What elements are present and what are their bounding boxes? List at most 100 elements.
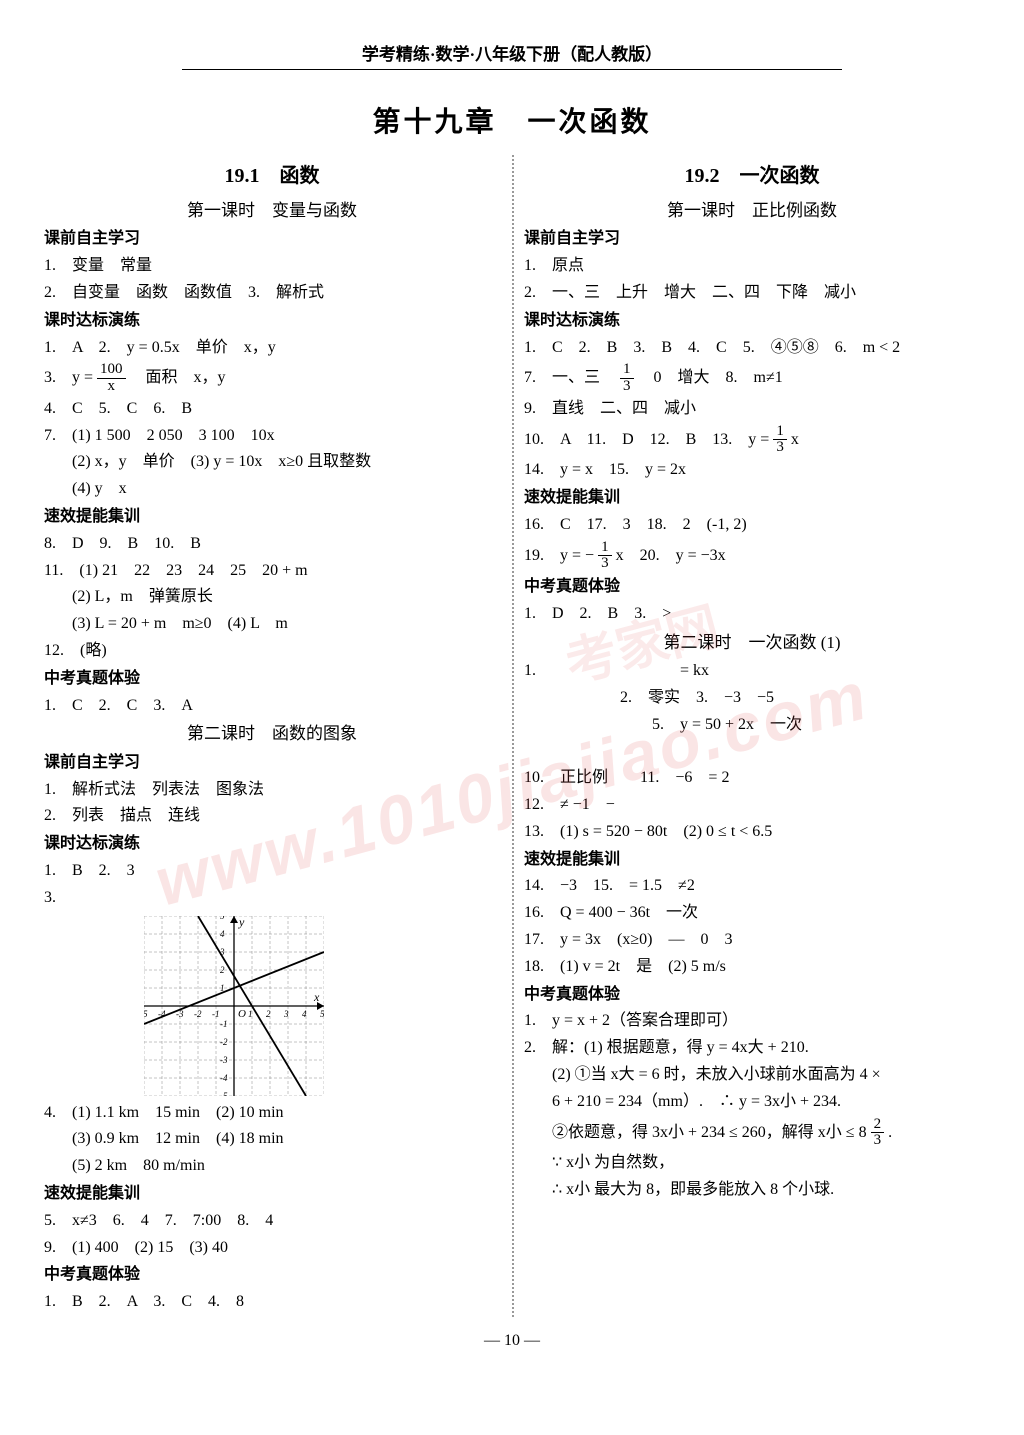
block-header: 中考真题体验 (524, 575, 980, 600)
section-title: 19.2 一次函数 (524, 161, 980, 192)
lesson-title: 第二课时 一次函数 (1) (524, 630, 980, 656)
svg-text:-5: -5 (220, 1091, 228, 1096)
text: . (888, 1123, 892, 1140)
answer-line: 3. (44, 886, 500, 911)
left-column: 19.1 函数 第一课时 变量与函数 课前自主学习 1. 变量 常量 2. 自变… (32, 155, 512, 1317)
answer-line: 16. Q = 400 − 36t 一次 (524, 901, 980, 926)
denominator: 3 (620, 379, 634, 395)
answer-line: 12. (略) (44, 639, 500, 664)
svg-text:-1: -1 (220, 1019, 228, 1029)
coordinate-chart: -5-5-4-4-3-3-2-2-1-11122334455Oxy (144, 916, 324, 1096)
numerator: 1 (598, 540, 612, 557)
page-number: — 10 — (0, 1332, 1024, 1350)
denominator: 3 (773, 440, 787, 456)
answer-line: 2. 列表 描点 连线 (44, 804, 500, 829)
block-header: 中考真题体验 (524, 983, 980, 1008)
answer-line: 16. C 17. 3 18. 2 (-1, 2) (524, 513, 980, 538)
answer-line: 2. 零实 3. −3 −5 (524, 686, 980, 711)
answer-line: 17. y = 3x (x≥0) — 0 3 (524, 928, 980, 953)
text: 面积 x，y (130, 369, 226, 386)
block-header: 中考真题体验 (44, 667, 500, 692)
answer-line: (2) x，y 单价 (3) y = 10x x≥0 且取整数 (44, 450, 500, 475)
answer-line: 7. 一、三 13 0 增大 8. m≠1 (524, 362, 980, 395)
svg-text:5: 5 (220, 916, 225, 921)
block-header: 速效提能集训 (44, 505, 500, 530)
fraction: 13 (598, 540, 612, 573)
fraction: 13 (620, 362, 634, 395)
answer-line: (5) 2 km 80 m/min (44, 1154, 500, 1179)
svg-text:2: 2 (220, 965, 225, 975)
lesson-title: 第二课时 函数的图象 (44, 721, 500, 747)
chapter-title: 第十九章 一次函数 (0, 100, 1024, 140)
answer-line: 14. y = x 15. y = 2x (524, 458, 980, 483)
block-header: 课时达标演练 (44, 309, 500, 334)
fraction: 23 (871, 1117, 885, 1150)
answer-line: (4) y x (44, 477, 500, 502)
answer-line (524, 739, 980, 764)
answer-line: 1. B 2. 3 (44, 859, 500, 884)
column-divider (512, 155, 514, 1317)
svg-text:-5: -5 (144, 1009, 148, 1019)
answer-line: 1. 变量 常量 (44, 254, 500, 279)
lesson-title: 第一课时 变量与函数 (44, 198, 500, 224)
answer-line: ∴ x小 最大为 8，即最多能放入 8 个小球. (524, 1178, 980, 1203)
answer-line: 4. (1) 1.1 km 15 min (2) 10 min (44, 1101, 500, 1126)
answer-line: 9. (1) 400 (2) 15 (3) 40 (44, 1236, 500, 1261)
block-header: 课时达标演练 (524, 309, 980, 334)
numerator: 1 (773, 424, 787, 441)
answer-line: 5. x≠3 6. 4 7. 7:00 8. 4 (44, 1209, 500, 1234)
answer-line: 1. y = x + 2（答案合理即可） (524, 1009, 980, 1034)
block-header: 课时达标演练 (44, 832, 500, 857)
svg-text:5: 5 (320, 1009, 324, 1019)
answer-line: 2. 一、三 上升 增大 二、四 下降 减小 (524, 281, 980, 306)
svg-text:1: 1 (248, 1009, 253, 1019)
block-header: 课前自主学习 (44, 227, 500, 252)
answer-line: 10. 正比例 11. −6 = 2 (524, 766, 980, 791)
fraction: 100x (97, 362, 126, 395)
answer-line: 18. (1) v = 2t 是 (2) 5 m/s (524, 955, 980, 980)
answer-line: 1. C 2. C 3. A (44, 694, 500, 719)
page-header: 学考精练·数学·八年级下册（配人教版） (182, 0, 842, 70)
block-header: 课前自主学习 (44, 751, 500, 776)
svg-text:y: y (238, 916, 245, 929)
block-header: 中考真题体验 (44, 1263, 500, 1288)
answer-line: 4. C 5. C 6. B (44, 397, 500, 422)
answer-line: (3) 0.9 km 12 min (4) 18 min (44, 1127, 500, 1152)
answer-line: 9. 直线 二、四 减小 (524, 397, 980, 422)
text: 3. y = (44, 369, 93, 386)
answer-line: 1. A 2. y = 0.5x 单价 x，y (44, 336, 500, 361)
text: x 20. y = −3x (616, 546, 726, 563)
denominator: 3 (871, 1133, 885, 1149)
svg-text:O: O (238, 1008, 246, 1020)
text: 0 增大 8. m≠1 (638, 369, 783, 386)
content-columns: 19.1 函数 第一课时 变量与函数 课前自主学习 1. 变量 常量 2. 自变… (32, 155, 992, 1317)
answer-line: 7. (1) 1 500 2 050 3 100 10x (44, 424, 500, 449)
text: 10. A 11. D 12. B 13. y = (524, 431, 769, 448)
answer-line: 2. 自变量 函数 函数值 3. 解析式 (44, 281, 500, 306)
answer-line: 10. A 11. D 12. B 13. y = 13 x (524, 424, 980, 457)
answer-line: 14. −3 15. = 1.5 ≠2 (524, 874, 980, 899)
answer-line: 5. y = 50 + 2x 一次 (524, 713, 980, 738)
answer-line: ②依题意，得 3x小 + 234 ≤ 260，解得 x小 ≤ 8 23 . (524, 1117, 980, 1150)
svg-text:x: x (313, 990, 320, 1004)
svg-text:4: 4 (302, 1009, 307, 1019)
lesson-title: 第一课时 正比例函数 (524, 198, 980, 224)
answer-line: 13. (1) s = 520 − 80t (2) 0 ≤ t < 6.5 (524, 820, 980, 845)
svg-text:3: 3 (283, 1009, 289, 1019)
svg-text:-2: -2 (194, 1009, 202, 1019)
answer-line: 19. y = − 13 x 20. y = −3x (524, 540, 980, 573)
answer-line: 1. C 2. B 3. B 4. C 5. ④⑤⑧ 6. m < 2 (524, 336, 980, 361)
svg-text:-1: -1 (212, 1009, 220, 1019)
answer-line: (2) L，m 弹簧原长 (44, 585, 500, 610)
denominator: x (97, 379, 126, 395)
answer-line: 1. 原点 (524, 254, 980, 279)
answer-line: (2) ①当 x大 = 6 时，未放入小球前水面高为 4 × (524, 1063, 980, 1088)
svg-text:-4: -4 (220, 1073, 228, 1083)
block-header: 速效提能集训 (524, 848, 980, 873)
text: x (791, 431, 799, 448)
numerator: 1 (620, 362, 634, 379)
svg-text:2: 2 (266, 1009, 271, 1019)
answer-line: 2. 解：(1) 根据题意，得 y = 4x大 + 210. (524, 1036, 980, 1061)
text: ②依题意，得 3x小 + 234 ≤ 260，解得 x小 ≤ 8 (552, 1123, 867, 1140)
numerator: 2 (871, 1117, 885, 1134)
